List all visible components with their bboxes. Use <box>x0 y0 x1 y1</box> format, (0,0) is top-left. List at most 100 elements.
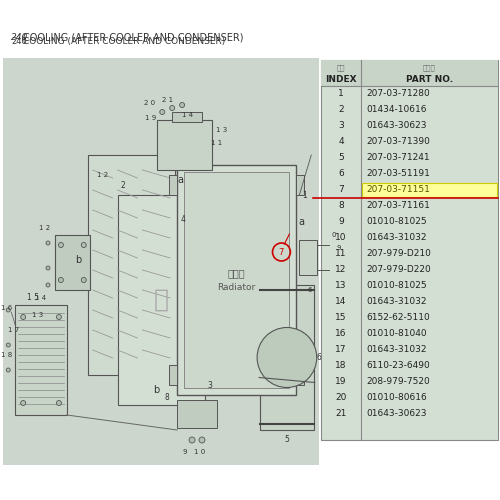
Text: 01643-30623: 01643-30623 <box>366 410 426 418</box>
Text: 01643-31032: 01643-31032 <box>366 298 426 306</box>
Bar <box>300 240 317 275</box>
Text: 01010-80616: 01010-80616 <box>366 394 426 402</box>
Text: 12: 12 <box>336 266 346 274</box>
Text: 6110-23-6490: 6110-23-6490 <box>366 362 430 370</box>
Bar <box>169 365 177 385</box>
Text: 9: 9 <box>183 449 188 455</box>
Bar <box>158 120 212 170</box>
Text: 1 4: 1 4 <box>182 112 192 118</box>
Bar <box>4 465 500 500</box>
Text: 1: 1 <box>338 90 344 98</box>
Text: 8: 8 <box>165 394 170 402</box>
Bar <box>15 305 67 415</box>
Text: 207-03-71390: 207-03-71390 <box>366 138 430 146</box>
Text: 01643-30623: 01643-30623 <box>366 122 426 130</box>
Text: b: b <box>153 385 160 395</box>
Text: 14: 14 <box>336 298 346 306</box>
Bar <box>177 400 217 428</box>
Text: 01010-81040: 01010-81040 <box>366 330 426 338</box>
Text: 19: 19 <box>336 378 347 386</box>
Text: 1 6: 1 6 <box>0 305 12 311</box>
Text: 01010-81025: 01010-81025 <box>366 282 426 290</box>
Bar <box>172 112 202 122</box>
Bar <box>88 155 175 375</box>
Text: 1 9: 1 9 <box>144 115 156 121</box>
Text: 2: 2 <box>120 180 125 190</box>
Text: 1 1: 1 1 <box>212 140 222 146</box>
Circle shape <box>6 368 10 372</box>
Text: 15: 15 <box>336 314 347 322</box>
Text: 01643-31032: 01643-31032 <box>366 234 426 242</box>
Circle shape <box>46 283 50 287</box>
Circle shape <box>58 242 64 248</box>
Text: 01643-31032: 01643-31032 <box>366 346 426 354</box>
Text: 6: 6 <box>317 353 322 362</box>
Text: 1 5: 1 5 <box>27 294 39 302</box>
Text: 17: 17 <box>336 346 347 354</box>
Text: 1: 1 <box>302 190 306 200</box>
Circle shape <box>58 278 64 282</box>
Circle shape <box>160 110 164 114</box>
Text: 13: 13 <box>336 282 347 290</box>
Circle shape <box>56 314 62 320</box>
Text: 1 7: 1 7 <box>8 327 19 333</box>
Bar <box>321 60 498 86</box>
Text: 5: 5 <box>338 154 344 162</box>
Text: 1 8: 1 8 <box>0 352 12 358</box>
Text: 7: 7 <box>279 248 284 257</box>
Bar <box>4 0 500 58</box>
Text: 9: 9 <box>337 245 342 251</box>
Text: 20: 20 <box>336 394 346 402</box>
Text: PART NO.: PART NO. <box>406 74 453 84</box>
Text: 1 4: 1 4 <box>36 295 46 301</box>
Circle shape <box>170 106 174 110</box>
Text: 21: 21 <box>336 410 346 418</box>
Circle shape <box>180 102 184 108</box>
Circle shape <box>46 241 50 245</box>
Bar <box>118 195 205 405</box>
Text: 1 3: 1 3 <box>216 127 228 133</box>
Text: Radiator: Radiator <box>218 284 256 292</box>
Circle shape <box>6 308 10 312</box>
Text: 4: 4 <box>180 216 186 224</box>
Text: 9: 9 <box>338 218 344 226</box>
Text: 井: 井 <box>154 288 169 312</box>
Text: 207-03-71280: 207-03-71280 <box>366 90 430 98</box>
Text: 01434-10616: 01434-10616 <box>366 106 426 114</box>
Text: 11: 11 <box>336 250 347 258</box>
Text: 207-03-71151: 207-03-71151 <box>366 186 430 194</box>
Text: a: a <box>177 175 183 185</box>
Text: 散热器: 散热器 <box>228 268 246 278</box>
Text: 16: 16 <box>336 330 347 338</box>
Text: 件　号: 件 号 <box>423 64 436 71</box>
Bar <box>184 172 290 388</box>
Text: 208-979-7520: 208-979-7520 <box>366 378 430 386</box>
Bar <box>296 365 304 385</box>
Text: 2: 2 <box>338 106 344 114</box>
Circle shape <box>199 437 205 443</box>
Text: INDEX: INDEX <box>325 74 357 84</box>
Text: 207-03-71241: 207-03-71241 <box>366 154 430 162</box>
Circle shape <box>257 328 316 388</box>
Circle shape <box>82 278 86 282</box>
Text: 207-03-71161: 207-03-71161 <box>366 202 430 210</box>
Text: 4: 4 <box>338 138 344 146</box>
Text: 2 1: 2 1 <box>162 97 173 103</box>
Text: 1 0: 1 0 <box>194 449 205 455</box>
Circle shape <box>56 400 62 406</box>
Bar <box>321 60 498 440</box>
Text: 207-979-D210: 207-979-D210 <box>366 250 431 258</box>
Text: 7: 7 <box>338 186 344 194</box>
Text: 1 3: 1 3 <box>32 312 44 318</box>
Text: 5: 5 <box>284 436 290 444</box>
Text: 8: 8 <box>338 202 344 210</box>
Text: 207-03-51191: 207-03-51191 <box>366 170 430 178</box>
Text: COOLING (AFTER COOLER AND CONDENSER): COOLING (AFTER COOLER AND CONDENSER) <box>23 37 226 46</box>
Text: 1 2: 1 2 <box>40 225 50 231</box>
Text: b: b <box>74 255 81 265</box>
Bar <box>177 165 296 395</box>
Bar <box>55 235 90 290</box>
Circle shape <box>46 266 50 270</box>
Text: 240: 240 <box>11 33 28 42</box>
Text: 1 2: 1 2 <box>97 172 108 178</box>
